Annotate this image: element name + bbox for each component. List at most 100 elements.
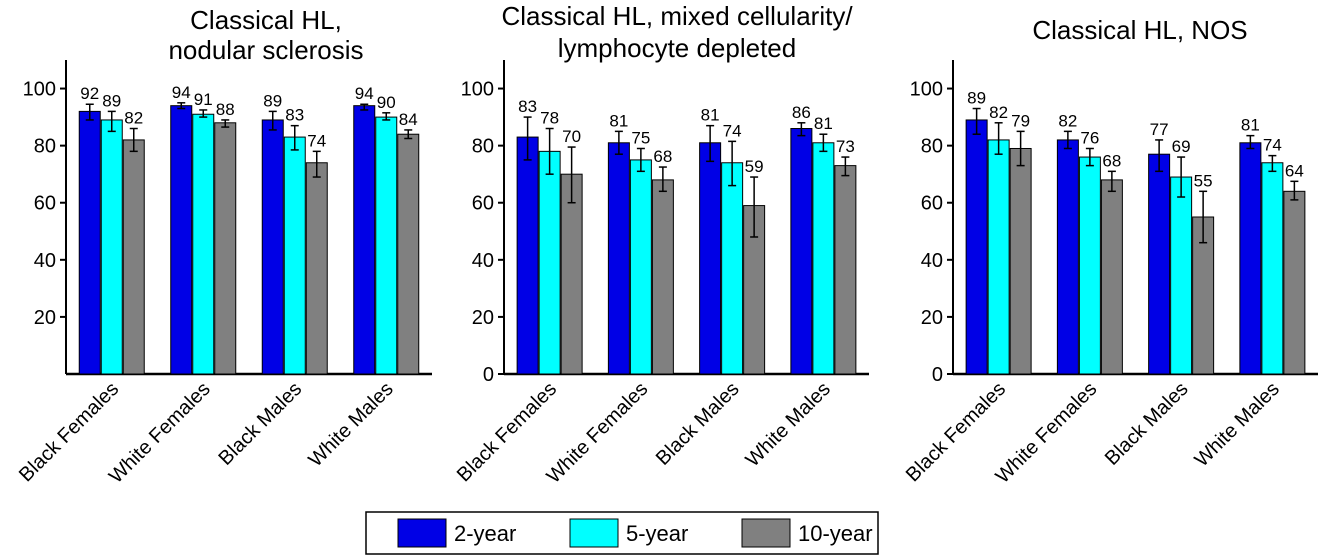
y-tick-label: 20 <box>34 307 56 329</box>
data-label: 81 <box>814 114 833 133</box>
bar <box>1056 139 1079 375</box>
bar <box>1239 142 1262 375</box>
bar <box>1283 190 1306 375</box>
x-category-label: White Males <box>1191 378 1284 471</box>
data-label: 84 <box>399 110 418 129</box>
bar <box>214 122 237 375</box>
data-label: 88 <box>216 100 235 119</box>
data-label: 91 <box>194 90 213 109</box>
y-tick-label: 60 <box>472 193 494 215</box>
legend: 2-year 5-year 10-year <box>365 511 879 555</box>
data-label: 74 <box>1263 136 1282 155</box>
y-tick-label: 0 <box>483 364 494 386</box>
data-label: 82 <box>1058 111 1077 130</box>
data-label: 74 <box>723 121 742 140</box>
x-category-label: Black Males <box>1101 378 1193 470</box>
legend-label: 5-year <box>626 521 688 546</box>
y-tick-label: 20 <box>472 307 494 329</box>
data-label: 73 <box>836 137 855 156</box>
data-label: 79 <box>1011 111 1030 130</box>
bar <box>987 139 1010 375</box>
y-tick-label: 80 <box>921 136 943 158</box>
bar <box>353 105 376 375</box>
y-tick-label: 100 <box>23 79 56 101</box>
bar <box>397 133 420 375</box>
data-label: 82 <box>124 109 143 128</box>
y-tick-label: 80 <box>472 136 494 158</box>
chart-panel-2: Classical HL, mixed cellularity/lymphocy… <box>453 1 869 488</box>
data-label: 64 <box>1285 161 1304 180</box>
bar <box>170 105 193 375</box>
data-label: 86 <box>792 103 811 122</box>
legend-swatch <box>569 518 619 548</box>
data-label: 70 <box>562 127 581 146</box>
bar <box>538 150 561 375</box>
y-tick-label: 40 <box>34 250 56 272</box>
data-label: 68 <box>1102 151 1121 170</box>
y-tick-label: 20 <box>921 307 943 329</box>
bar <box>651 179 674 375</box>
bar <box>1009 147 1032 375</box>
data-label: 68 <box>653 147 672 166</box>
bar <box>261 119 284 375</box>
bar <box>721 162 744 375</box>
data-label: 81 <box>701 106 720 125</box>
data-label: 78 <box>540 109 559 128</box>
bar <box>305 162 328 375</box>
y-tick-label: 60 <box>34 193 56 215</box>
bar <box>192 113 215 375</box>
y-tick-label: 40 <box>472 250 494 272</box>
x-category-label: White Males <box>742 378 835 471</box>
bar <box>1100 179 1123 375</box>
y-tick-label: 80 <box>34 136 56 158</box>
bar <box>1261 162 1284 375</box>
bar <box>834 165 857 375</box>
y-tick-label: 100 <box>910 79 943 101</box>
data-label: 89 <box>263 91 282 110</box>
bar <box>1078 156 1101 375</box>
data-label: 77 <box>1150 120 1169 139</box>
data-label: 55 <box>1194 171 1213 190</box>
panel-title-line-1: Classical HL, NOS <box>1032 15 1247 45</box>
data-label: 94 <box>172 83 191 102</box>
data-label: 82 <box>989 103 1008 122</box>
bar <box>283 136 306 375</box>
panel-title-line-1: Classical HL, mixed cellularity/ <box>501 1 853 31</box>
bar <box>699 142 722 375</box>
data-label: 69 <box>1172 137 1191 156</box>
data-label: 90 <box>377 93 396 112</box>
data-label: 83 <box>285 106 304 125</box>
data-label: 76 <box>1080 128 1099 147</box>
data-label: 59 <box>745 157 764 176</box>
y-tick-label: 100 <box>461 79 494 101</box>
bar <box>1170 176 1193 375</box>
data-label: 89 <box>102 91 121 110</box>
bar <box>1148 153 1171 375</box>
legend-label: 10-year <box>798 521 873 546</box>
legend-box <box>365 511 879 555</box>
bar <box>560 173 583 375</box>
bar <box>790 128 813 375</box>
legend-swatch <box>741 518 791 548</box>
data-label: 83 <box>518 97 537 116</box>
x-category-label: Black Males <box>214 378 306 470</box>
bar <box>629 159 652 375</box>
bar <box>78 110 101 375</box>
panel-title-line-2: nodular sclerosis <box>168 35 363 65</box>
bar <box>122 139 145 375</box>
legend-swatch <box>397 518 447 548</box>
chart-panel-1: Classical HL,nodular sclerosis 20 40 60 80 10… <box>15 5 432 488</box>
data-label: 81 <box>609 111 628 130</box>
bar <box>607 142 630 375</box>
bar <box>965 119 988 375</box>
y-tick-label: 60 <box>921 193 943 215</box>
y-tick-label: 40 <box>921 250 943 272</box>
y-tick-label: 0 <box>932 364 943 386</box>
data-label: 74 <box>307 131 326 150</box>
panel-title-line-2: lymphocyte depleted <box>558 33 796 63</box>
data-label: 89 <box>967 89 986 108</box>
data-label: 81 <box>1241 116 1260 135</box>
legend-label: 2-year <box>454 521 516 546</box>
bar <box>812 142 835 375</box>
